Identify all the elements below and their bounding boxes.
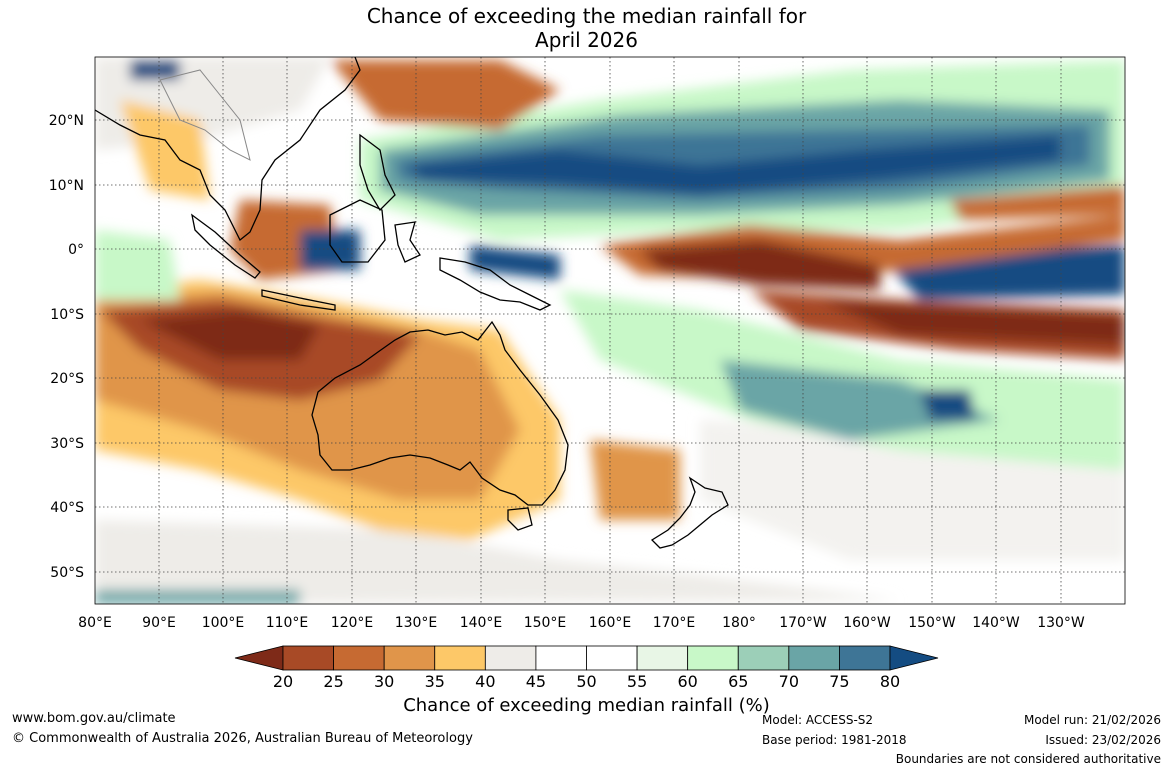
lat-tick: 40°S [50,500,84,516]
borders [159,69,251,161]
colorbar-segment [535,645,587,671]
colorbar-segment [333,645,385,671]
lat-tick: 20°N [49,113,84,129]
sumatra-coast [191,213,261,279]
coastlines [95,57,729,549]
colorbar-tick: 40 [475,672,495,691]
lon-tick: 140°W [972,615,1020,631]
philippines-coast [359,133,396,212]
lon-tick: 150°E [524,615,567,631]
graticule [95,57,1125,604]
colorbar-tick: 30 [374,672,394,691]
colorbar-segment [839,645,891,671]
model-run-date: Model run: 21/02/2026 [1023,713,1161,727]
colorbar-segment [788,645,840,671]
lon-tick: 100°E [202,615,245,631]
colorbar-extend-high [889,645,939,671]
colorbar-label: Chance of exceeding median rainfall (%) [403,695,770,716]
chart-title: Chance of exceeding the median rainfall … [0,4,1173,52]
colorbar-tick: 35 [425,672,445,691]
colorbar-segment [282,645,334,671]
lon-tick: 140°E [460,615,503,631]
colorbar: 20 25 30 35 40 45 50 55 60 65 70 75 80 [234,645,939,691]
website-url[interactable]: www.bom.gov.au/climate [12,711,176,726]
borneo-coast [329,199,386,263]
colorbar-segment [434,645,486,671]
lon-tick: 80°E [78,615,112,631]
tasmania-coast [507,507,533,531]
colorbar-extend-low [234,645,284,671]
colorbar-tick: 65 [728,672,748,691]
lat-tick: 30°S [50,436,84,452]
colorbar-tick: 80 [880,672,900,691]
colorbar-tick: 25 [323,672,343,691]
colorbar-tick: 60 [677,672,697,691]
lat-axis: 20°N 10°N 0° 10°S 20°S 30°S 40°S 50°S [49,113,84,581]
lon-tick: 170°E [653,615,696,631]
base-period: Base period: 1981-2018 [762,733,907,747]
lon-tick: 160°W [843,615,891,631]
colorbar-segment [383,645,436,671]
lon-tick: 170°W [779,615,827,631]
title-line-2: April 2026 [535,28,638,52]
lon-tick: 130°W [1037,615,1085,631]
rainfall-field [95,57,1125,604]
australia-coast [311,320,569,506]
model-name: Model: ACCESS-S2 [762,713,874,727]
colorbar-tick: 55 [627,672,647,691]
colorbar-tick: 50 [576,672,596,691]
colorbar-tick: 75 [829,672,849,691]
issued-date: Issued: 23/02/2026 [1045,733,1161,747]
lon-tick: 110°E [266,615,309,631]
asia-coast [95,57,361,242]
lon-tick: 130°E [395,615,438,631]
lat-tick: 0° [68,242,84,258]
lon-tick: 120°E [331,615,374,631]
map-frame [94,56,1126,605]
colorbar-tick: 70 [779,672,799,691]
lon-tick: 150°W [908,615,956,631]
boundary-disclaimer: Boundaries are not considered authoritat… [895,752,1161,766]
colorbar-segment [737,645,790,671]
new-zealand-coast [650,476,729,549]
colorbar-segment [687,645,739,671]
colorbar-segment [586,645,638,671]
lon-tick: 90°E [142,615,176,631]
lat-tick: 20°S [50,371,84,387]
lon-axis: 80°E 90°E 100°E 110°E 120°E 130°E 140°E … [78,615,1085,631]
sulawesi-coast [394,221,421,263]
colorbar-segment [636,645,689,671]
title-line-1: Chance of exceeding the median rainfall … [366,4,807,28]
lon-tick: 180° [722,615,756,631]
colorbar-tick: 20 [273,672,293,691]
lat-tick: 10°S [50,307,84,323]
colorbar-tick: 45 [526,672,546,691]
java-coast [261,289,336,311]
lat-tick: 10°N [49,178,84,194]
copyright-text: © Commonwealth of Australia 2026, Austra… [12,731,473,746]
lat-tick: 50°S [50,565,84,581]
new-guinea-coast [439,257,552,311]
colorbar-segment [484,645,537,671]
lon-tick: 160°E [589,615,632,631]
